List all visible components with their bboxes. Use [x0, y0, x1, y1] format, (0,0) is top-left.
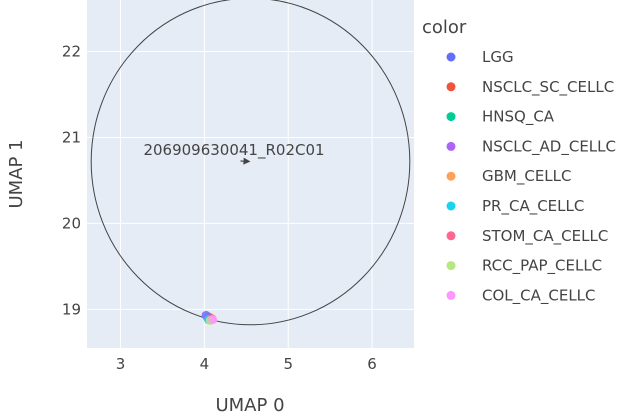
legend-marker	[446, 112, 456, 122]
legend-item-label: NSCLC_AD_CELLC	[482, 137, 616, 156]
legend-marker	[446, 82, 456, 92]
data-points	[201, 310, 218, 326]
legend: LGG NSCLC_SC_CELLC HNSQ_CA NSCLC_AD_CELLC GB…	[446, 48, 616, 305]
legend-item-label: HNSQ_CA	[482, 108, 555, 127]
y-tick-label: 22	[62, 43, 81, 61]
legend-marker	[446, 231, 456, 241]
highlight-circle	[90, 0, 411, 326]
point-col-ca-cellc	[208, 315, 218, 325]
x-tick-label: 4	[200, 355, 210, 373]
legend-item-label: NSCLC_SC_CELLC	[482, 78, 614, 97]
legend-marker	[446, 171, 456, 181]
legend-item-label: PR_CA_CELLC	[482, 197, 584, 216]
legend-item-label: GBM_CELLC	[482, 167, 572, 186]
annotation-arrowhead	[243, 157, 251, 165]
legend-marker	[446, 52, 456, 62]
x-tick-label: 5	[283, 355, 293, 373]
highlight-circle-layer	[90, 0, 411, 326]
annotation-label: 206909630041_R02C01	[143, 141, 324, 160]
y-tick-label: 21	[62, 128, 81, 146]
legend-marker	[446, 201, 456, 211]
legend-item-label: RCC_PAP_CELLC	[482, 257, 602, 276]
y-tick-label: 20	[62, 214, 81, 232]
legend-marker	[446, 261, 456, 271]
x-tick-label: 6	[367, 355, 377, 373]
grid-lines	[87, 0, 414, 348]
y-axis-ticks: 19 20 21 22	[62, 43, 81, 319]
y-tick-label: 19	[62, 300, 81, 318]
annotation: 206909630041_R02C01	[143, 141, 325, 165]
legend-marker	[446, 290, 456, 300]
x-axis-ticks: 3 4 5 6	[116, 355, 377, 373]
legend-item-label: COL_CA_CELLC	[482, 286, 596, 305]
legend-title: color	[422, 17, 467, 38]
legend-marker	[446, 141, 456, 151]
x-axis-title: UMAP 0	[215, 395, 284, 416]
legend-item-label: STOM_CA_CELLC	[482, 227, 608, 246]
legend-item-label: LGG	[482, 48, 514, 66]
y-axis-title: UMAP 1	[6, 139, 27, 208]
plot-background	[87, 0, 414, 348]
x-tick-label: 3	[116, 355, 126, 373]
